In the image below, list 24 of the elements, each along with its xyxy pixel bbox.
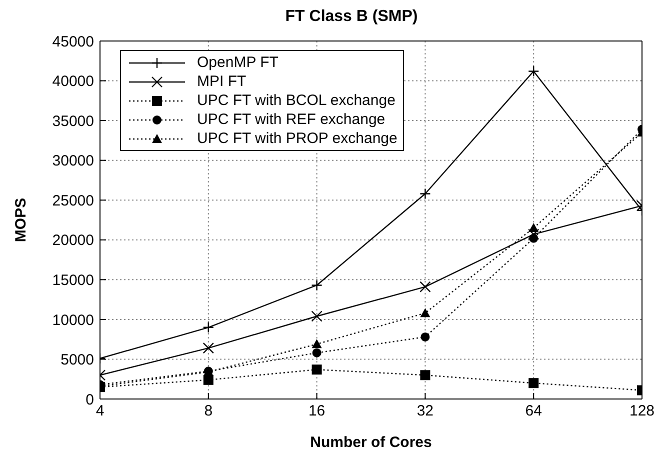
y-tick-label: 35000 xyxy=(52,112,94,130)
x-tick-label: 8 xyxy=(204,402,213,420)
y-tick-label: 25000 xyxy=(52,192,94,210)
x-tick-label: 128 xyxy=(629,402,655,420)
y-axis-title: MOPS xyxy=(12,198,30,242)
legend-label: OpenMP FT xyxy=(197,54,278,71)
legend-label: UPC FT with PROP exchange xyxy=(197,130,398,147)
x-tick-label: 4 xyxy=(96,402,104,420)
y-tick-label: 5000 xyxy=(60,352,94,369)
y-tick-label: 45000 xyxy=(52,33,94,50)
y-tick-label: 0 xyxy=(86,391,94,408)
x-tick-label: 16 xyxy=(308,402,326,420)
y-tick-label: 10000 xyxy=(52,312,94,329)
x-axis-title: Number of Cores xyxy=(310,434,432,451)
y-tick-label: 40000 xyxy=(52,73,94,90)
chart-title: FT Class B (SMP) xyxy=(284,8,419,26)
x-tick-label: 64 xyxy=(525,402,542,420)
y-tick-label: 15000 xyxy=(52,272,94,289)
legend-label: UPC FT with BCOL exchange xyxy=(197,92,396,109)
y-tick-label: 30000 xyxy=(52,152,94,170)
x-tick-label: 32 xyxy=(416,402,434,420)
legend-label: MPI FT xyxy=(197,73,246,90)
legend-label: UPC FT with REF exchange xyxy=(197,111,386,128)
y-tick-label: 20000 xyxy=(52,232,94,250)
